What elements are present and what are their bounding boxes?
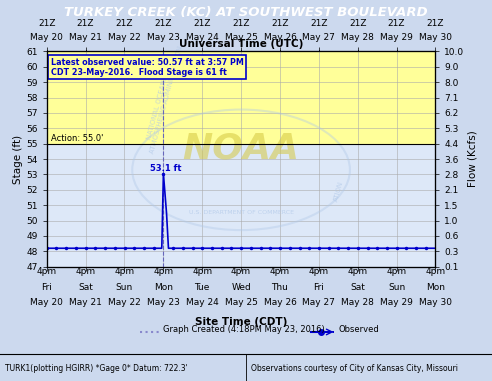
Text: May 21: May 21 xyxy=(69,298,102,307)
Text: 21Z: 21Z xyxy=(349,19,367,28)
Text: Sun: Sun xyxy=(388,283,405,291)
Text: 53.1 ft: 53.1 ft xyxy=(150,163,181,173)
Text: Tue: Tue xyxy=(194,283,210,291)
Text: ATION: ATION xyxy=(333,180,344,202)
Text: May 23: May 23 xyxy=(147,298,180,307)
Text: 4pm: 4pm xyxy=(348,267,368,276)
Text: May 24: May 24 xyxy=(186,298,218,307)
Text: Graph Created (4:18PM May 23, 2016): Graph Created (4:18PM May 23, 2016) xyxy=(163,325,325,334)
Text: 21Z: 21Z xyxy=(310,19,328,28)
Text: Observations courtesy of City of Kansas City, Missouri: Observations courtesy of City of Kansas … xyxy=(251,365,458,373)
Text: Mon: Mon xyxy=(426,283,445,291)
Text: May 20: May 20 xyxy=(31,298,63,307)
Text: 4pm: 4pm xyxy=(309,267,329,276)
Text: May 29: May 29 xyxy=(380,298,413,307)
Text: 21Z: 21Z xyxy=(271,19,289,28)
Text: 21Z: 21Z xyxy=(232,19,250,28)
Text: Sat: Sat xyxy=(350,283,365,291)
Text: TURK1(plotting HGIRR) *Gage 0* Datum: 722.3': TURK1(plotting HGIRR) *Gage 0* Datum: 72… xyxy=(5,365,187,373)
Text: Wed: Wed xyxy=(231,283,251,291)
Text: May 25: May 25 xyxy=(225,298,257,307)
Text: May 30: May 30 xyxy=(419,298,452,307)
Text: May 29: May 29 xyxy=(380,33,413,42)
Text: NATIONAL OCEANIC AND
ATMOSPHERIC ADMINISTRATION: NATIONAL OCEANIC AND ATMOSPHERIC ADMINIS… xyxy=(143,43,184,154)
Text: TURKEY CREEK (KC) AT SOUTHWEST BOULEVARD: TURKEY CREEK (KC) AT SOUTHWEST BOULEVARD xyxy=(64,6,428,19)
Text: May 22: May 22 xyxy=(108,298,141,307)
Text: NOAA: NOAA xyxy=(183,131,300,165)
Text: 4pm: 4pm xyxy=(154,267,173,276)
Text: 4pm: 4pm xyxy=(387,267,406,276)
Text: May 26: May 26 xyxy=(264,33,296,42)
Text: 21Z: 21Z xyxy=(193,19,211,28)
Text: May 20: May 20 xyxy=(31,33,63,42)
Text: U.S. DEPARTMENT OF COMMERCE: U.S. DEPARTMENT OF COMMERCE xyxy=(188,210,294,215)
Text: May 28: May 28 xyxy=(341,33,374,42)
Text: 4pm: 4pm xyxy=(76,267,95,276)
Text: May 24: May 24 xyxy=(186,33,218,42)
Text: May 25: May 25 xyxy=(225,33,257,42)
Text: May 30: May 30 xyxy=(419,33,452,42)
Text: 4pm: 4pm xyxy=(37,267,57,276)
Text: Mon: Mon xyxy=(154,283,173,291)
Text: May 28: May 28 xyxy=(341,298,374,307)
Text: Sat: Sat xyxy=(78,283,93,291)
Text: Site Time (CDT): Site Time (CDT) xyxy=(195,317,287,327)
Text: May 23: May 23 xyxy=(147,33,180,42)
Text: 4pm: 4pm xyxy=(115,267,134,276)
Text: 21Z: 21Z xyxy=(38,19,56,28)
Bar xyxy=(47,51,435,144)
Text: Action: 55.0': Action: 55.0' xyxy=(51,134,103,143)
Text: May 22: May 22 xyxy=(108,33,141,42)
Text: Observed: Observed xyxy=(338,325,379,334)
Text: 4pm: 4pm xyxy=(426,267,445,276)
Text: 21Z: 21Z xyxy=(116,19,133,28)
Text: May 21: May 21 xyxy=(69,33,102,42)
Text: May 27: May 27 xyxy=(303,298,335,307)
Text: Latest observed value: 50.57 ft at 3:57 PM
CDT 23-May-2016.  Flood Stage is 61 f: Latest observed value: 50.57 ft at 3:57 … xyxy=(51,58,244,77)
Text: 4pm: 4pm xyxy=(231,267,251,276)
Text: Fri: Fri xyxy=(41,283,52,291)
Bar xyxy=(47,144,435,267)
Text: 21Z: 21Z xyxy=(388,19,405,28)
Y-axis label: Flow (Kcfs): Flow (Kcfs) xyxy=(467,131,477,187)
Text: Universal Time (UTC): Universal Time (UTC) xyxy=(179,39,303,49)
Text: 21Z: 21Z xyxy=(154,19,172,28)
Text: 4pm: 4pm xyxy=(192,267,212,276)
Text: Thu: Thu xyxy=(272,283,288,291)
Y-axis label: Stage (ft): Stage (ft) xyxy=(13,134,24,184)
Text: 21Z: 21Z xyxy=(77,19,94,28)
Text: May 26: May 26 xyxy=(264,298,296,307)
Text: Sun: Sun xyxy=(116,283,133,291)
Text: Fri: Fri xyxy=(313,283,324,291)
Text: 21Z: 21Z xyxy=(427,19,444,28)
Text: 4pm: 4pm xyxy=(270,267,290,276)
Text: May 27: May 27 xyxy=(303,33,335,42)
